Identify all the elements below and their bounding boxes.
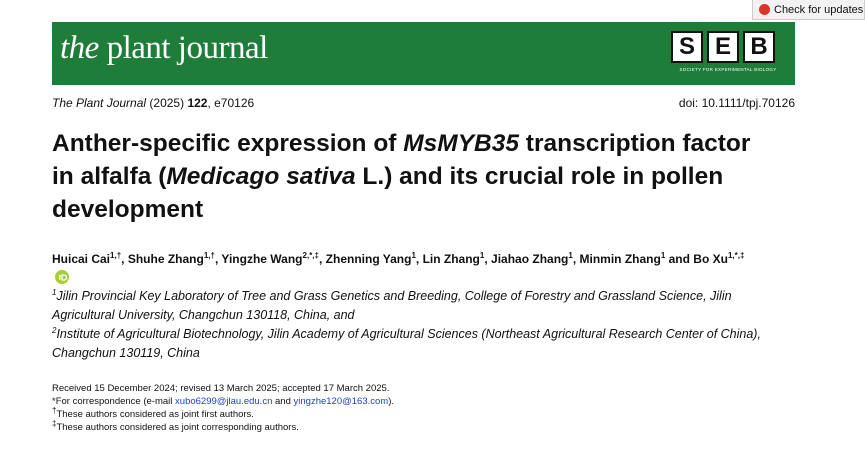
email[interactable]: xubo6299@jlau.edu.cn (175, 396, 273, 407)
title-part: Anther-specific expression of (52, 130, 404, 157)
affiliation: 1Jilin Provincial Key Laboratory of Tree… (52, 287, 792, 325)
author-separator: and (665, 252, 694, 266)
received: Received 15 December 2024; revised 13 Ma… (52, 383, 390, 394)
author-sup: 1,† (203, 251, 215, 260)
article: , e70126 (207, 96, 255, 110)
author-name: Minmin Zhang (579, 252, 661, 266)
title-part: L.) and its crucial role in pollen devel… (52, 163, 724, 223)
orcid-icon[interactable] (55, 270, 69, 284)
journal: The Plant Journal (52, 96, 147, 110)
check-updates[interactable]: Check for updates (752, 0, 865, 20)
text: These authors considered as joint corres… (56, 422, 299, 433)
author-sup: 1 (411, 251, 416, 260)
author-sup: 1,*,‡ (727, 251, 745, 260)
mark: † (52, 405, 57, 415)
author-separator: , (484, 252, 492, 266)
text: For correspondence (e-mail (55, 396, 176, 407)
text: These authors considered as joint first … (56, 409, 254, 420)
author-name: Jiahao Zhang (491, 252, 569, 266)
logo-name: plant journal (106, 30, 269, 66)
doi: doi: 10.1111/tpj.70126 (678, 96, 795, 110)
email[interactable]: yingzhe120@163.com (293, 396, 389, 407)
affiliations: 1Jilin Provincial Key Laboratory of Tree… (52, 287, 792, 363)
logo-prefix: the (60, 30, 99, 66)
author-name: Yingzhe Wang (221, 252, 303, 266)
society-letter: E (707, 31, 739, 63)
author-separator: , (572, 252, 580, 266)
journal-logo: the plant journal (60, 30, 268, 67)
author-name: Zhenning Yang (325, 252, 412, 266)
citation: The Plant Journal (2025) 122, e70126 doi… (52, 96, 795, 110)
title-part: transcription factor in alfalfa ( (52, 130, 751, 190)
correspondence: *For correspondence (e-mail xubo6299@jla… (52, 395, 752, 408)
authors: Huicai Cai1,†, Shuhe Zhang1,†, Yingzhe W… (52, 250, 752, 288)
mark: * (52, 396, 56, 407)
author-sup: 1 (479, 251, 485, 260)
author-separator: , (415, 252, 423, 266)
society-letter: S (671, 31, 703, 63)
mark: ‡ (52, 418, 57, 428)
author-sup: 2,*,‡ (302, 251, 319, 260)
author-sup: 1,† (110, 251, 122, 260)
title-part: Medicago sativa (166, 163, 356, 190)
check-updates-label[interactable]: Check for updates (774, 3, 864, 16)
volume: 122 (187, 96, 208, 110)
society-name: SOCIETY FOR EXPERIMENTAL BIOLOGY (679, 67, 777, 72)
text: ). (388, 396, 395, 407)
title-part: MsMYB35 (403, 130, 519, 157)
author-separator: , (318, 252, 326, 266)
society-letter: B (743, 31, 775, 63)
joint-corresponding: ‡These authors considered as joint corre… (52, 418, 752, 434)
notes: Received 15 December 2024; revised 13 Ma… (52, 382, 752, 434)
text: and (272, 396, 294, 407)
joint-first: †These authors considered as joint first… (52, 405, 752, 421)
title: Anther-specific expression of MsMYB35 tr… (52, 127, 772, 226)
author-sup: 1 (660, 251, 666, 260)
affiliation-text: Jilin Provincial Key Laboratory of Tree … (52, 289, 732, 322)
author-name: Shuhe Zhang (127, 252, 204, 266)
year: (2025) (149, 96, 185, 110)
author-sup: 1 (568, 251, 573, 260)
author-separator: , (121, 252, 128, 266)
affiliation: 2Institute of Agricultural Biotechnology… (52, 325, 792, 363)
affiliation-num: 1 (52, 287, 57, 297)
citation-left: The Plant Journal (2025) 122, e70126 (52, 96, 254, 110)
affiliation-text: Institute of Agricultural Biotechnology,… (52, 327, 761, 360)
author-separator: , (214, 252, 222, 266)
author-name: Huicai Cai (52, 252, 111, 266)
author-name: Bo Xu (693, 252, 728, 266)
affiliation-num: 2 (52, 325, 57, 335)
author-name: Lin Zhang (422, 252, 480, 266)
